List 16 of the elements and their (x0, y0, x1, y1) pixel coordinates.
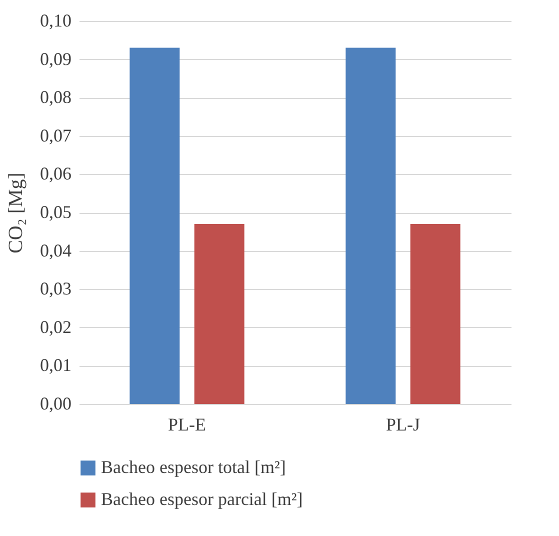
y-tick-label: 0,05 (40, 202, 72, 222)
x-tick-label: PL-J (386, 414, 420, 434)
y-tick-label: 0,07 (40, 125, 72, 146)
y-tick-label: 0,02 (40, 316, 72, 337)
y-tick-label: 0,10 (40, 10, 72, 30)
y-tick-label: 0,03 (40, 278, 72, 299)
y-tick-label: 0,09 (40, 48, 72, 69)
y-tick-label: 0,06 (40, 164, 72, 184)
x-tick-label: PL-E (168, 414, 206, 434)
legend-label: Bacheo espesor total [m²] (101, 457, 286, 477)
y-tick-label: 0,01 (40, 355, 72, 376)
y-tick-label: 0,04 (40, 240, 72, 260)
y-tick-label: 0,08 (40, 87, 72, 108)
y-tick-label: 0,00 (40, 394, 72, 414)
legend-label: Bacheo espesor parcial [m²] (101, 489, 303, 509)
y-axis-title: CO₂ [Mg] (5, 172, 27, 254)
